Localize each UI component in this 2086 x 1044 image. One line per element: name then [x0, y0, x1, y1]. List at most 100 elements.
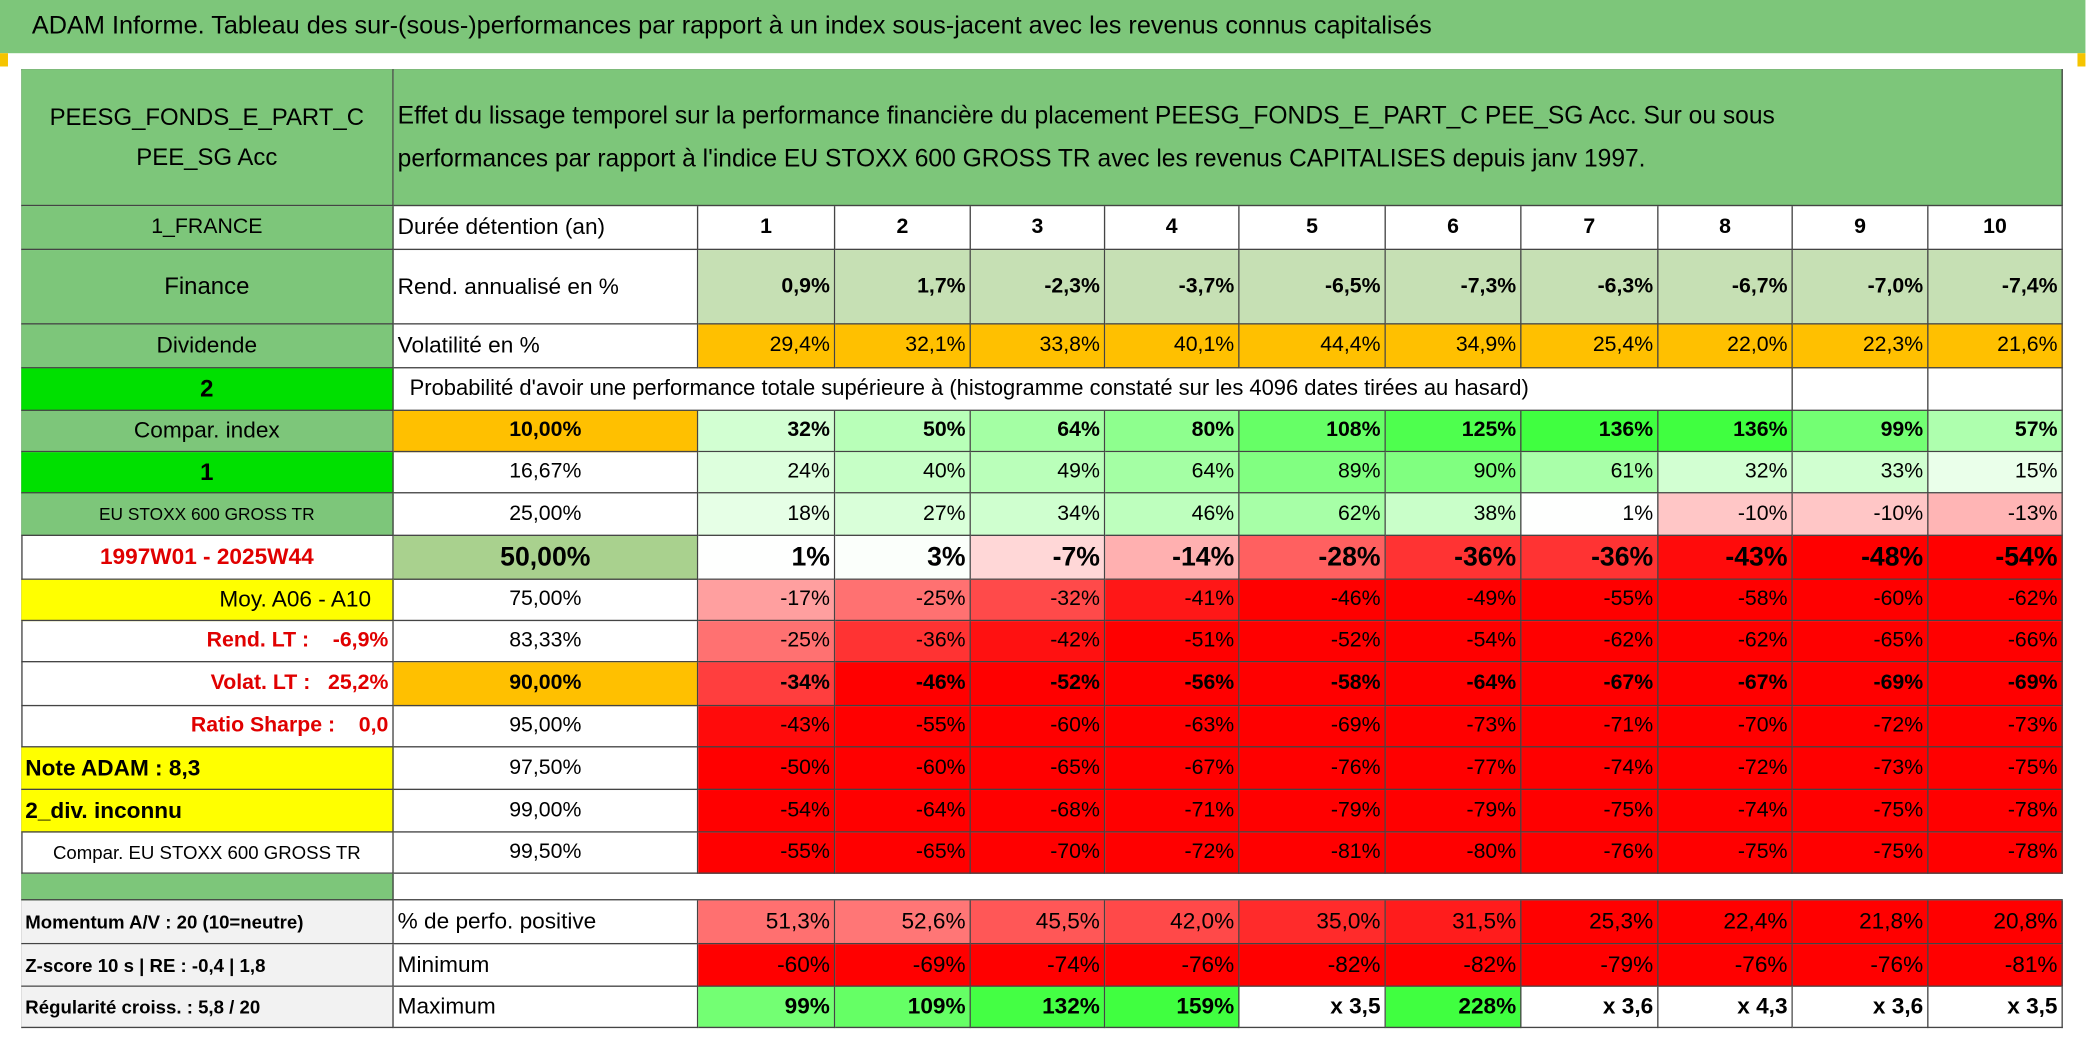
value-cell: 89% — [1239, 452, 1386, 494]
value-cell: -6,5% — [1239, 250, 1386, 325]
value-cell: -34% — [698, 662, 836, 707]
value-cell: -73% — [1792, 747, 1929, 791]
value-cell: 7 — [1521, 206, 1659, 251]
row-label: 1997W01 - 2025W44 — [21, 535, 394, 580]
value-cell: 33,8% — [970, 324, 1106, 369]
value-cell: 29,4% — [698, 324, 836, 369]
value-cell: -60% — [698, 944, 836, 987]
value-cell: 64% — [1105, 452, 1240, 494]
value-cell: -82% — [1385, 944, 1522, 987]
value-cell: -55% — [698, 832, 836, 874]
row-label: 1_FRANCE — [21, 206, 394, 251]
value-cell: -76% — [1792, 944, 1929, 987]
row-label: Z-score 10 s | RE : -0,4 | 1,8 — [21, 944, 394, 987]
value-cell: 2 — [835, 206, 971, 251]
value-cell: -60% — [835, 747, 971, 791]
value-cell: -25% — [835, 579, 971, 622]
value-cell: 50% — [835, 410, 971, 453]
spacer — [21, 873, 394, 901]
value-cell: -63% — [1105, 706, 1240, 748]
value-cell: -36% — [1385, 535, 1522, 580]
value-cell: 159% — [1105, 986, 1240, 1029]
value-cell: -52% — [1239, 621, 1386, 663]
value-cell: -65% — [970, 747, 1106, 791]
value-cell: 42,0% — [1105, 900, 1240, 945]
value-cell: -80% — [1385, 832, 1522, 874]
value-cell: 8 — [1658, 206, 1793, 251]
section-text: Probabilité d'avoir une performance tota… — [393, 368, 1793, 411]
value-cell: x 3,5 — [1239, 986, 1386, 1029]
value-cell: -25% — [698, 621, 836, 663]
value-cell: -81% — [1239, 832, 1386, 874]
value-cell: -70% — [1658, 706, 1793, 748]
value-cell: -73% — [1385, 706, 1522, 748]
value-cell: -71% — [1105, 790, 1240, 833]
value-cell: 45,5% — [970, 900, 1106, 945]
value-cell: -32% — [970, 579, 1106, 622]
value-cell: 32,1% — [835, 324, 971, 369]
value-cell: -76% — [1658, 944, 1793, 987]
value-cell: 3% — [835, 535, 971, 580]
value-cell: -69% — [1239, 706, 1386, 748]
value-cell: 15% — [1928, 452, 2063, 494]
row-label: Rend. LT : -6,9% — [21, 621, 394, 663]
value-cell: 80% — [1105, 410, 1240, 453]
value-cell: -36% — [835, 621, 971, 663]
value-cell: -28% — [1239, 535, 1386, 580]
row-label: Momentum A/V : 20 (10=neutre) — [21, 900, 394, 945]
value-cell: 20,8% — [1928, 900, 2063, 945]
value-cell: -70% — [970, 832, 1106, 874]
value-cell: 46% — [1105, 493, 1240, 536]
value-cell: -64% — [835, 790, 971, 833]
value-cell: 40% — [835, 452, 971, 494]
quantile-level: 99,50% — [393, 832, 699, 874]
value-cell: -3,7% — [1105, 250, 1240, 325]
value-cell: -65% — [1792, 621, 1929, 663]
row-name: % de perfo. positive — [393, 900, 699, 945]
value-cell: -76% — [1105, 944, 1240, 987]
value-cell: -81% — [1928, 944, 2063, 987]
value-cell: -74% — [1521, 747, 1659, 791]
value-cell: 33% — [1792, 452, 1929, 494]
value-cell: 34% — [970, 493, 1106, 536]
value-cell: x 3,6 — [1792, 986, 1929, 1029]
value-cell: 25,4% — [1521, 324, 1659, 369]
value-cell: -42% — [970, 621, 1106, 663]
value-cell: -69% — [1928, 662, 2063, 707]
value-cell: -55% — [1521, 579, 1659, 622]
value-cell: -74% — [1658, 790, 1793, 833]
value-cell: -62% — [1928, 579, 2063, 622]
value-cell: 109% — [835, 986, 971, 1029]
description: Effet du lissage temporel sur la perform… — [393, 69, 2063, 207]
value-cell: 61% — [1521, 452, 1659, 494]
value-cell: -64% — [1385, 662, 1522, 707]
fund-name: PEESG_FONDS_E_PART_C PEE_SG Acc — [21, 69, 394, 207]
value-cell: -58% — [1239, 662, 1386, 707]
title-bar: ADAM Informe. Tableau des sur-(sous-)per… — [0, 0, 2086, 54]
value-cell: 49% — [970, 452, 1106, 494]
value-cell: 24% — [698, 452, 836, 494]
value-cell: -72% — [1105, 832, 1240, 874]
value-cell: -43% — [698, 706, 836, 748]
value-cell: 32% — [1658, 452, 1793, 494]
value-cell: -78% — [1928, 832, 2063, 874]
value-cell: 52,6% — [835, 900, 971, 945]
value-cell: -46% — [1239, 579, 1386, 622]
value-cell: -54% — [1385, 621, 1522, 663]
value-cell: -7,3% — [1385, 250, 1522, 325]
value-cell: 31,5% — [1385, 900, 1522, 945]
value-cell: -41% — [1105, 579, 1240, 622]
value-cell: -69% — [1792, 662, 1929, 707]
value-cell: 3 — [970, 206, 1106, 251]
value-cell: -75% — [1521, 790, 1659, 833]
corner — [0, 53, 8, 67]
value-cell: 62% — [1239, 493, 1386, 536]
quantile-level: 10,00% — [393, 410, 699, 453]
value-cell: -71% — [1521, 706, 1659, 748]
value-cell: 6 — [1385, 206, 1522, 251]
row-label: Volat. LT : 25,2% — [21, 662, 394, 707]
value-cell: 108% — [1239, 410, 1386, 453]
value-cell: -75% — [1792, 832, 1929, 874]
value-cell: 21,6% — [1928, 324, 2063, 369]
value-cell: -6,3% — [1521, 250, 1659, 325]
